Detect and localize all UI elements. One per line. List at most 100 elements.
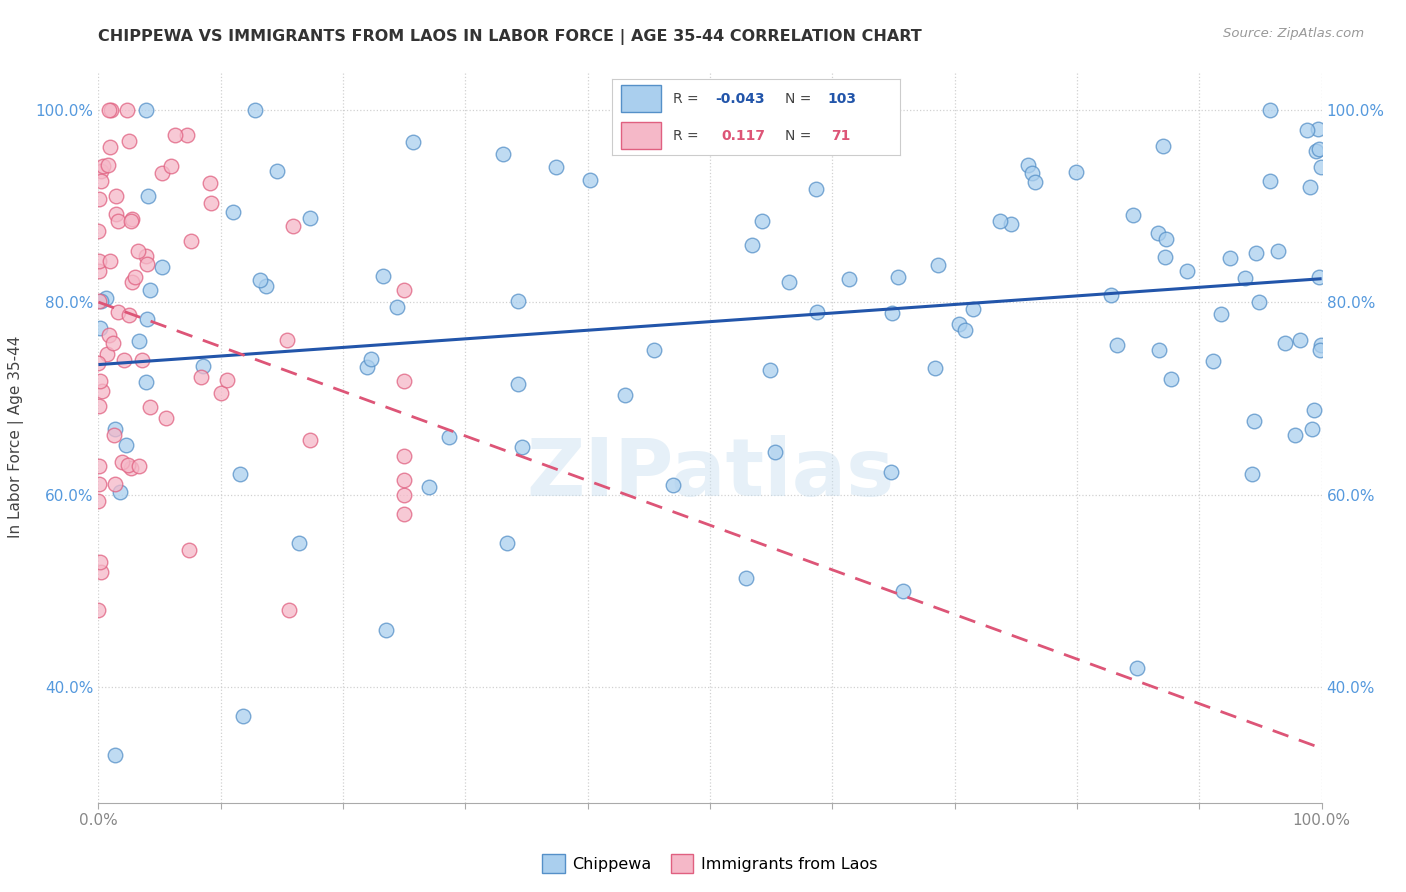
Point xyxy=(1309,343,1331,358)
Point xyxy=(160,159,183,173)
Point xyxy=(356,360,378,375)
Point xyxy=(360,352,382,367)
Point xyxy=(229,467,252,481)
Point xyxy=(544,160,567,174)
Point xyxy=(211,386,233,401)
Point xyxy=(127,244,149,258)
Point xyxy=(190,370,212,384)
Point xyxy=(880,465,903,479)
Point xyxy=(392,507,416,521)
Point xyxy=(87,477,110,491)
Point xyxy=(1152,138,1174,153)
Point xyxy=(221,205,243,219)
Point xyxy=(1302,403,1324,417)
Point xyxy=(89,321,111,335)
Point xyxy=(392,374,416,388)
Point xyxy=(741,238,763,252)
Point xyxy=(298,433,321,447)
Point xyxy=(111,455,134,469)
Point xyxy=(418,480,440,494)
Point xyxy=(104,747,127,762)
Point xyxy=(105,189,128,203)
Point xyxy=(1153,251,1175,265)
Point xyxy=(806,182,828,196)
Point xyxy=(138,401,160,415)
Point xyxy=(1289,333,1312,347)
Point xyxy=(87,458,110,473)
Point xyxy=(87,356,110,370)
Point xyxy=(1122,208,1144,222)
Point xyxy=(759,363,782,377)
Point xyxy=(614,388,637,402)
Point xyxy=(643,343,665,357)
Point xyxy=(765,445,787,459)
Point xyxy=(392,449,416,463)
Point xyxy=(112,353,135,368)
Point xyxy=(1107,338,1129,352)
Point xyxy=(1306,122,1329,136)
Point xyxy=(128,459,150,474)
Point xyxy=(104,422,127,436)
Point xyxy=(579,173,602,187)
Point xyxy=(437,430,460,444)
Point xyxy=(124,270,146,285)
Point xyxy=(120,461,142,475)
Point xyxy=(135,249,157,263)
Point xyxy=(117,458,139,473)
Point xyxy=(193,359,215,373)
Point xyxy=(927,258,949,272)
Point xyxy=(392,283,416,297)
Point xyxy=(806,304,828,318)
Point xyxy=(882,306,904,320)
Point xyxy=(1099,288,1122,302)
Point xyxy=(1175,264,1198,278)
Point xyxy=(1017,158,1039,172)
Point xyxy=(136,188,159,202)
Legend: Chippewa, Immigrants from Laos: Chippewa, Immigrants from Laos xyxy=(536,847,884,879)
Point xyxy=(948,317,970,331)
Point xyxy=(1160,372,1182,386)
Point xyxy=(135,103,157,117)
Point xyxy=(176,128,198,142)
Point xyxy=(101,335,124,350)
Point xyxy=(89,400,111,414)
Point xyxy=(1024,175,1046,189)
Point xyxy=(662,478,685,492)
Point xyxy=(385,300,408,314)
Text: ZIPatlas: ZIPatlas xyxy=(526,434,894,513)
Point xyxy=(107,305,129,319)
Point xyxy=(256,278,278,293)
Point xyxy=(1211,307,1233,321)
Point xyxy=(1021,166,1043,180)
Point xyxy=(139,283,162,297)
Point xyxy=(87,253,110,268)
Point xyxy=(1295,122,1317,136)
Point xyxy=(150,165,173,179)
Point xyxy=(198,177,221,191)
Point xyxy=(128,334,150,348)
Point xyxy=(110,484,132,499)
Point xyxy=(120,214,142,228)
Point xyxy=(96,347,118,361)
Point xyxy=(1234,270,1257,285)
Point xyxy=(1301,422,1323,436)
Point xyxy=(402,136,425,150)
Point xyxy=(180,234,202,248)
Point xyxy=(1244,246,1267,260)
Point xyxy=(115,437,138,451)
Point xyxy=(90,163,112,178)
Point xyxy=(953,323,976,337)
Point xyxy=(135,257,157,271)
Point xyxy=(278,603,301,617)
Point xyxy=(1154,231,1177,245)
Point xyxy=(1267,244,1289,258)
Point xyxy=(96,158,118,172)
Point xyxy=(1258,174,1281,188)
Point xyxy=(118,308,141,322)
Point xyxy=(392,473,416,487)
Point xyxy=(1309,160,1331,174)
Point xyxy=(87,494,110,508)
Point xyxy=(1147,226,1170,240)
Point xyxy=(107,214,129,228)
Point xyxy=(392,488,416,502)
